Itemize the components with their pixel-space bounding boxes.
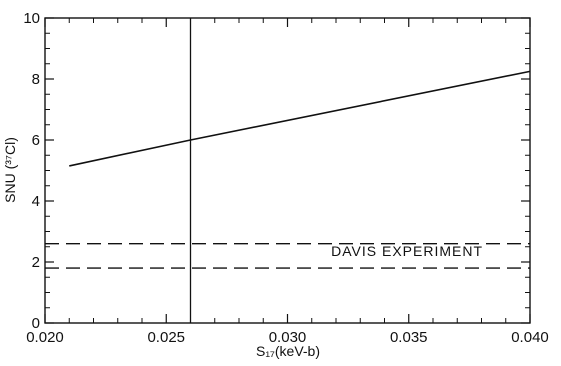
y-tick-label: 0	[32, 315, 40, 332]
reference-lines	[45, 18, 530, 323]
tick-marks	[44, 17, 531, 324]
x-tick-label: 0.025	[147, 329, 185, 346]
y-axis-title: SNU (³⁷Cl)	[2, 137, 18, 203]
annotation-label: DAVIS EXPERIMENT	[331, 243, 483, 259]
x-tick-label: 0.035	[390, 329, 428, 346]
series-lines	[69, 70, 531, 167]
x-tick-label: 0.040	[511, 329, 549, 346]
y-tick-label: 4	[32, 193, 40, 210]
y-tick-label: 2	[32, 254, 40, 271]
annotations: DAVIS EXPERIMENT	[331, 243, 483, 259]
y-tick-label: 8	[32, 71, 40, 88]
x-axis-title: S₁₇(keV-b)	[256, 343, 320, 359]
series-line	[69, 70, 531, 167]
y-tick-label: 10	[23, 10, 40, 27]
x-tick-label: 0.030	[269, 329, 307, 346]
y-tick-labels: 0 2 4 6 8 10	[23, 10, 40, 332]
x-tick-labels: 0.020 0.025 0.030 0.035 0.040	[26, 329, 549, 346]
y-tick-label: 6	[32, 132, 40, 149]
plot-frame	[44, 17, 531, 324]
x-tick-label: 0.020	[26, 329, 64, 346]
